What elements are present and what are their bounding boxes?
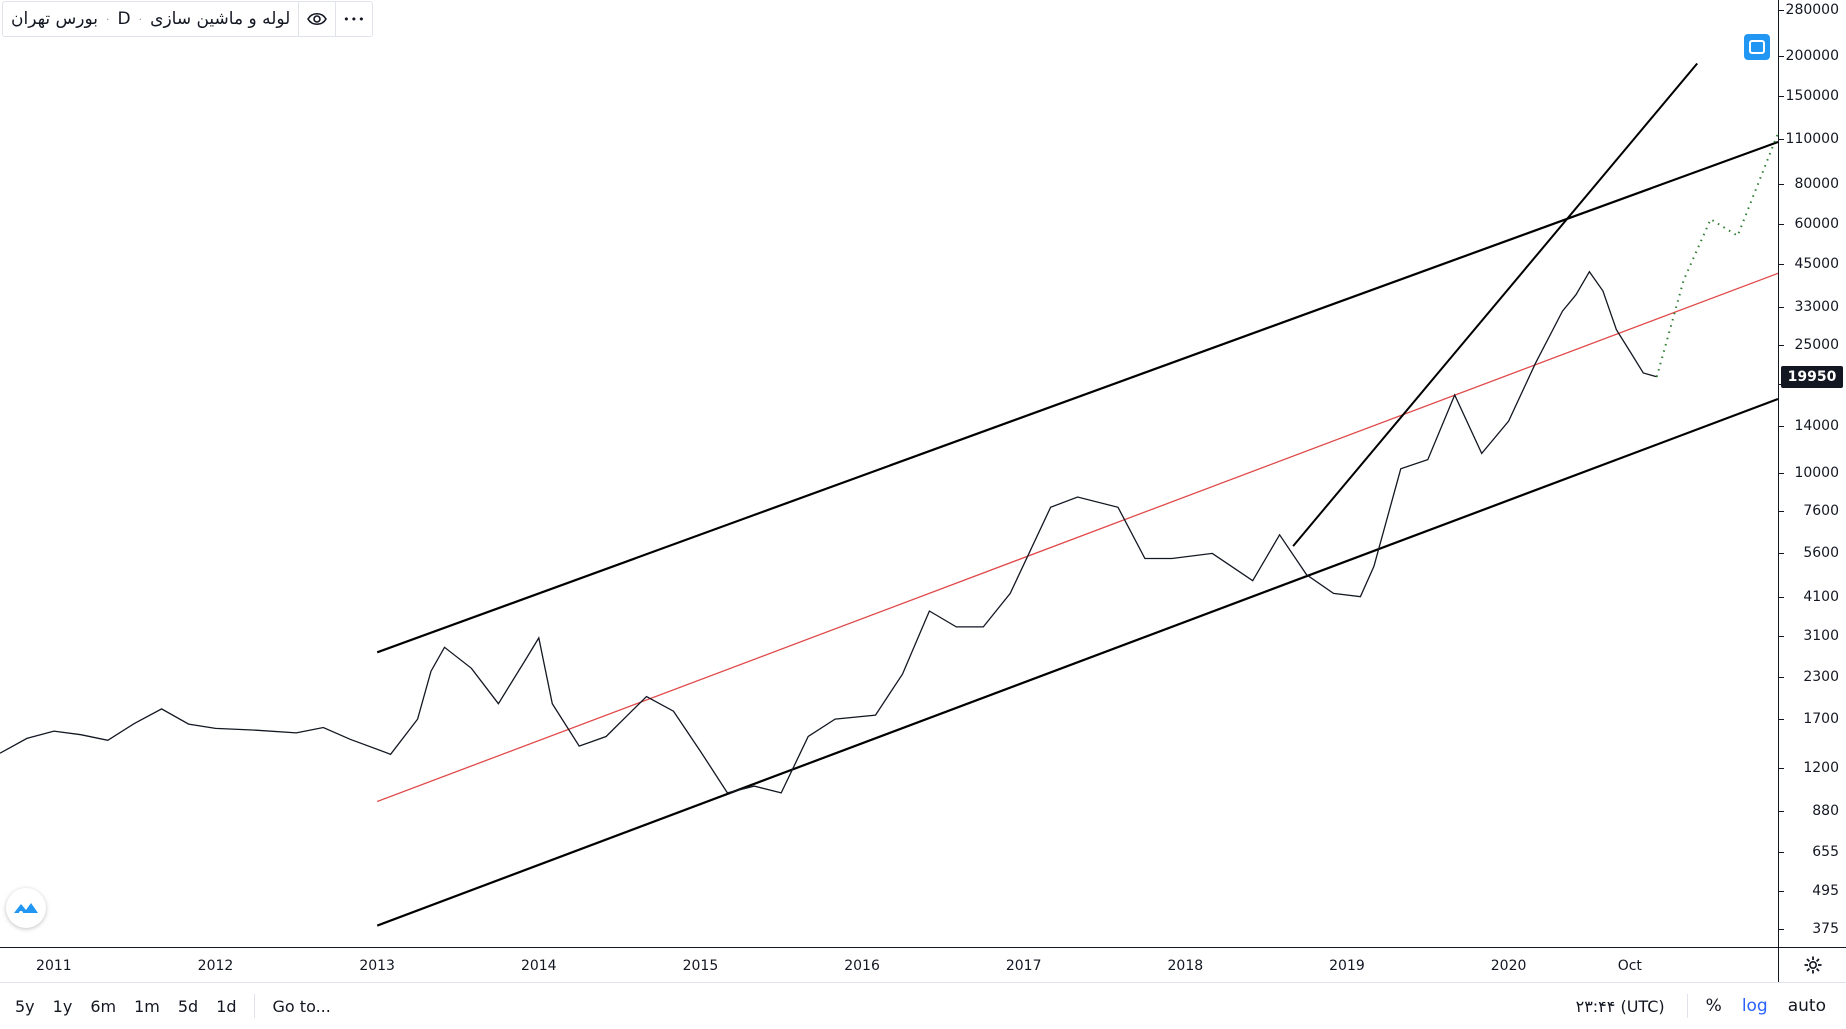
legend-separator-icon: · [106, 12, 110, 26]
time-axis-label: 2019 [1329, 958, 1365, 974]
log-scale-button[interactable]: log [1741, 996, 1768, 1016]
time-axis-label: 2017 [1005, 958, 1042, 974]
more-horizontal-icon[interactable]: ••• [343, 12, 366, 26]
price-axis-label: 2300 [1803, 669, 1839, 686]
price-tick [1779, 183, 1784, 185]
last-price-badge: 19950 [1781, 365, 1843, 388]
channel-midline[interactable] [376, 272, 1778, 803]
auto-scale-button[interactable]: auto [1787, 996, 1826, 1016]
time-axis-label: 2015 [682, 958, 719, 974]
clock-utc[interactable]: ۲۳:۴۴ (UTC) [1575, 996, 1665, 1016]
gear-icon[interactable] [1778, 947, 1846, 982]
price-axis-label: 3100 [1803, 627, 1839, 644]
projection-path[interactable] [1655, 132, 1778, 378]
toolbar-divider [253, 994, 255, 1018]
range-button-1m[interactable]: 1m [134, 996, 160, 1016]
price-tick [1779, 929, 1784, 931]
price-axis-label: 5600 [1803, 545, 1839, 562]
time-axis-label: 2020 [1490, 958, 1527, 974]
time-axis-label: 2012 [197, 958, 234, 974]
range-button-1d[interactable]: 1d [216, 996, 237, 1016]
exchange-name: بورس تهران [11, 9, 99, 29]
price-axis-label: 14000 [1794, 418, 1839, 435]
price-axis-label: 7600 [1803, 502, 1839, 519]
legend-separator-icon: · [138, 12, 143, 26]
price-axis[interactable]: 280000 200000 150000 110000 80000 60000 45000 3… [1778, 0, 1846, 947]
price-tick [1779, 426, 1784, 428]
toolbar-divider [1686, 994, 1688, 1018]
symbol-name: لوله و ماشین سازی [150, 9, 291, 29]
price-tick [1779, 139, 1784, 141]
price-tick [1779, 596, 1784, 598]
time-axis-label: 2011 [36, 958, 72, 974]
price-axis-label: 110000 [1785, 131, 1839, 148]
percent-scale-button[interactable]: % [1705, 996, 1722, 1016]
price-axis-label: 1200 [1803, 759, 1839, 776]
price-axis-label: 4100 [1803, 588, 1839, 605]
price-tick [1779, 96, 1784, 98]
price-tick [1779, 767, 1784, 769]
legend-title[interactable]: لوله و ماشین سازی · D · بورس تهران [3, 2, 300, 36]
price-tick [1779, 306, 1784, 308]
price-tick [1779, 9, 1784, 11]
range-button-6m[interactable]: 6m [90, 996, 117, 1016]
price-axis-label: 200000 [1785, 48, 1839, 65]
time-axis-label: Oct [1617, 958, 1642, 974]
screenshot-icon[interactable] [1744, 34, 1770, 60]
bottom-right-controls: ۲۳:۴۴ (UTC) % log auto [1562, 983, 1836, 1029]
lower-channel-line[interactable] [376, 397, 1778, 927]
price-axis-label: 150000 [1785, 88, 1839, 105]
tradingview-logo-icon[interactable] [6, 888, 46, 928]
price-axis-label: 495 [1812, 882, 1839, 899]
price-axis-label: 45000 [1794, 255, 1839, 272]
price-tick [1779, 510, 1784, 512]
price-series-line[interactable] [0, 270, 1657, 794]
price-axis-label: 655 [1812, 843, 1839, 860]
price-tick [1779, 890, 1784, 892]
time-axis-label: 2013 [359, 958, 395, 974]
price-axis-label: 25000 [1794, 337, 1839, 354]
range-buttons: 5y 1y 6m 1m 5d 1d [0, 983, 246, 1029]
time-axis-label: 2018 [1167, 958, 1204, 974]
price-tick [1779, 635, 1784, 637]
range-button-5d[interactable]: 5d [177, 996, 199, 1016]
chart-area[interactable] [0, 0, 1778, 947]
time-axis-label: 2016 [844, 958, 880, 974]
eye-icon[interactable] [299, 2, 337, 36]
range-button-1y[interactable]: 1y [52, 996, 73, 1016]
price-tick [1779, 223, 1784, 225]
upper-channel-line[interactable] [376, 140, 1778, 654]
price-tick [1779, 553, 1784, 555]
price-axis-label: 1700 [1803, 711, 1839, 728]
price-tick [1779, 719, 1784, 721]
price-tick [1779, 810, 1784, 812]
price-axis-label: 880 [1812, 802, 1839, 819]
time-axis-label: 2014 [520, 958, 557, 974]
goto-button[interactable]: Go to... [272, 996, 331, 1016]
price-axis-label: 60000 [1794, 215, 1839, 232]
price-tick [1779, 851, 1784, 853]
bottom-toolbar: 5y 1y 6m 1m 5d 1d Go to... ۲۳:۴۴ (UTC) % log … [0, 982, 1846, 1029]
price-axis-label: 375 [1812, 921, 1839, 938]
price-axis-label: 33000 [1794, 298, 1839, 315]
steep-trendline[interactable] [1292, 62, 1698, 547]
price-tick [1779, 345, 1784, 347]
price-axis-label: 280000 [1785, 1, 1839, 18]
price-tick [1779, 56, 1784, 58]
price-tick [1779, 263, 1784, 265]
price-tick [1779, 677, 1784, 679]
price-tick [1779, 472, 1784, 474]
price-chart[interactable] [0, 0, 1778, 947]
symbol-legend: لوله و ماشین سازی · D · بورس تهران ••• [2, 1, 374, 37]
price-axis-label: 10000 [1794, 464, 1839, 481]
time-axis[interactable]: 2011 2012 2013 2014 2015 2016 2017 2018 2019 2020… [0, 947, 1778, 982]
price-axis-label: 80000 [1794, 175, 1839, 192]
range-button-5y[interactable]: 5y [15, 996, 35, 1016]
interval-label: D [117, 9, 131, 29]
